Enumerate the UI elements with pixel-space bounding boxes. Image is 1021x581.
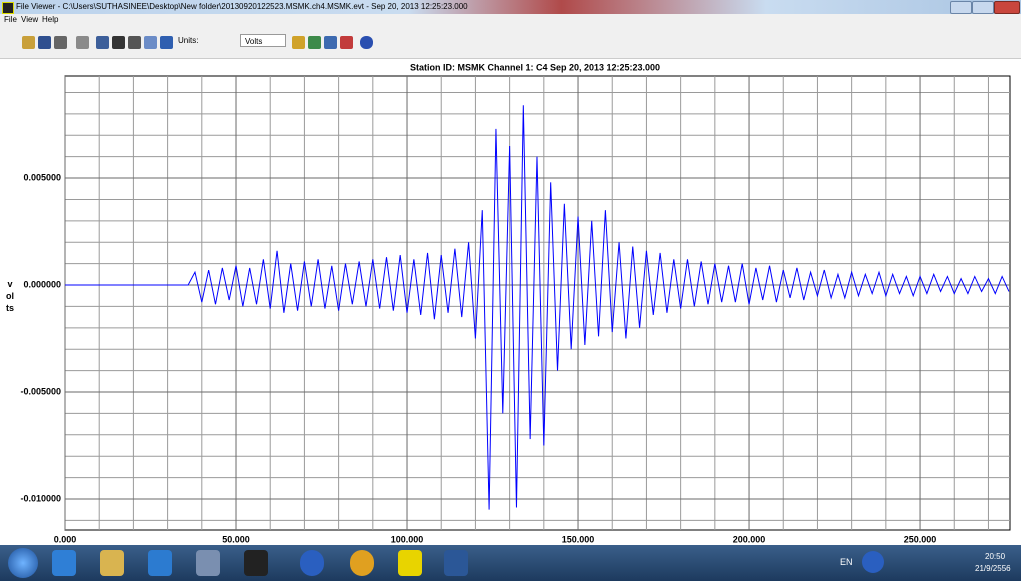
tool-button[interactable]	[324, 36, 337, 49]
minimize-button[interactable]	[950, 1, 972, 14]
x-tick-label: 200.000	[733, 534, 766, 544]
x-tick-label: 0.000	[54, 534, 77, 544]
x-tick-label: 250.000	[904, 534, 937, 544]
taskbar-app[interactable]	[52, 550, 76, 576]
taskbar-app[interactable]	[196, 550, 220, 576]
chart-title: Station ID: MSMK Channel 1: C4 Sep 20, 2…	[410, 62, 660, 72]
units-dropdown[interactable]: Volts	[240, 34, 286, 47]
maximize-button[interactable]	[972, 1, 994, 14]
taskbar-app[interactable]	[300, 550, 324, 576]
menu-bar: File View Help	[0, 14, 1021, 26]
title-bar: File Viewer - C:\Users\SUTHASINEE\Deskto…	[0, 0, 1021, 14]
tool-button[interactable]	[112, 36, 125, 49]
tool-button[interactable]	[340, 36, 353, 49]
menu-item[interactable]: Help	[42, 15, 59, 24]
taskbar-app[interactable]	[100, 550, 124, 576]
tool-button[interactable]	[308, 36, 321, 49]
app-icon	[2, 2, 14, 14]
tool-button[interactable]	[76, 36, 89, 49]
tool-button[interactable]	[292, 36, 305, 49]
taskbar-app[interactable]	[350, 550, 374, 576]
taskbar: EN 20:50 21/9/2556	[0, 545, 1021, 581]
taskbar-app[interactable]	[244, 550, 268, 576]
y-tick-label: 0.005000	[23, 172, 61, 182]
y-tick-label: -0.005000	[20, 386, 61, 396]
tray-icon[interactable]	[862, 551, 884, 573]
y-axis-label: volts	[6, 279, 15, 313]
units-label: Units:	[178, 36, 199, 45]
tool-button[interactable]	[360, 36, 373, 49]
tool-button[interactable]	[96, 36, 109, 49]
open-button[interactable]	[22, 36, 35, 49]
tool-button[interactable]	[160, 36, 173, 49]
window-title: File Viewer - C:\Users\SUTHASINEE\Deskto…	[16, 2, 468, 11]
menu-item[interactable]: View	[21, 15, 39, 24]
chart: Station ID: MSMK Channel 1: C4 Sep 20, 2…	[20, 62, 1011, 544]
x-tick-label: 50.000	[222, 534, 250, 544]
toolbar: Units: Volts	[0, 26, 1021, 59]
save-button[interactable]	[38, 36, 51, 49]
y-tick-label: -0.010000	[20, 493, 61, 503]
tool-button[interactable]	[128, 36, 141, 49]
plot-area	[64, 75, 1011, 531]
tool-button[interactable]	[144, 36, 157, 49]
close-button[interactable]	[994, 1, 1020, 14]
waveform	[65, 105, 1010, 510]
taskbar-app[interactable]	[148, 550, 172, 576]
print-button[interactable]	[54, 36, 67, 49]
taskbar-app[interactable]	[398, 550, 422, 576]
x-tick-label: 100.000	[391, 534, 424, 544]
start-button[interactable]	[8, 548, 38, 578]
language-indicator[interactable]: EN	[840, 557, 853, 567]
x-tick-label: 150.000	[562, 534, 595, 544]
menu-item[interactable]: File	[4, 15, 17, 24]
taskbar-app[interactable]	[444, 550, 468, 576]
clock-date[interactable]: 21/9/2556	[975, 564, 1011, 573]
y-tick-label: 0.000000	[23, 279, 61, 289]
clock-time[interactable]: 20:50	[985, 552, 1006, 561]
